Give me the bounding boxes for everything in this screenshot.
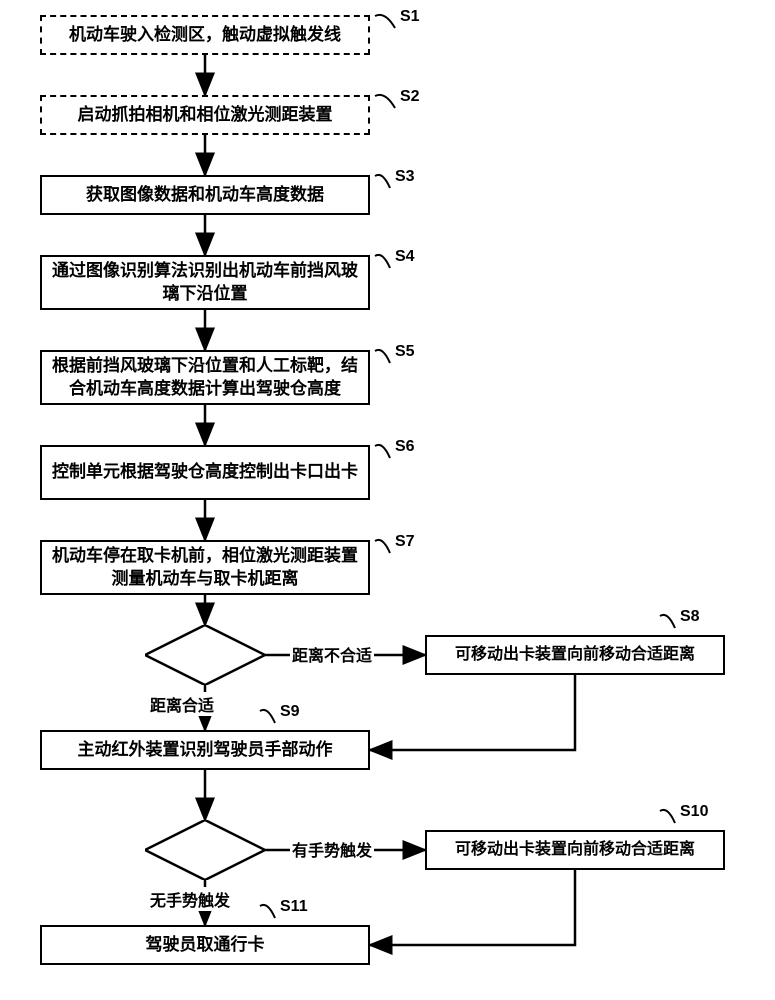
step-label-s4: S4 bbox=[395, 248, 415, 266]
step-s5: 根据前挡风玻璃下沿位置和人工标靶，结合机动车高度数据计算出驾驶仓高度 bbox=[40, 350, 370, 405]
edge-label-e2no: 有手势触发 bbox=[290, 837, 374, 861]
step-s4: 通过图像识别算法识别出机动车前挡风玻璃下沿位置 bbox=[40, 255, 370, 310]
step-s11: 驾驶员取通行卡 bbox=[40, 925, 370, 965]
step-s6: 控制单元根据驾驶仓高度控制出卡口出卡 bbox=[40, 445, 370, 500]
step-label-s5: S5 bbox=[395, 343, 415, 361]
step-text: 机动车驶入检测区，触动虚拟触发线 bbox=[69, 24, 341, 46]
label-leader-7 bbox=[260, 710, 275, 723]
step-s3: 获取图像数据和机动车高度数据 bbox=[40, 175, 370, 215]
polyline-0 bbox=[370, 675, 575, 750]
step-s2: 启动抓拍相机和相位激光测距装置 bbox=[40, 95, 370, 135]
label-leader-8 bbox=[260, 905, 275, 918]
step-s10: 可移动出卡装置向前移动合适距离 bbox=[425, 830, 725, 870]
step-text: 启动抓拍相机和相位激光测距装置 bbox=[78, 104, 333, 126]
step-label-s8: S8 bbox=[680, 608, 700, 626]
label-leader-2 bbox=[375, 175, 390, 188]
step-text: 获取图像数据和机动车高度数据 bbox=[86, 184, 324, 206]
label-leader-4 bbox=[375, 350, 390, 363]
label-leader-5 bbox=[375, 445, 390, 458]
label-leader-6 bbox=[375, 540, 390, 553]
step-text: 根据前挡风玻璃下沿位置和人工标靶，结合机动车高度数据计算出驾驶仓高度 bbox=[50, 355, 360, 399]
step-s9: 主动红外装置识别驾驶员手部动作 bbox=[40, 730, 370, 770]
decision-gesture bbox=[145, 820, 265, 880]
step-label-s3: S3 bbox=[395, 168, 415, 186]
step-text: 通过图像识别算法识别出机动车前挡风玻璃下沿位置 bbox=[50, 260, 360, 304]
step-text: 可移动出卡装置向前移动合适距离 bbox=[455, 645, 695, 666]
label-leader-9 bbox=[660, 615, 675, 628]
label-leader-3 bbox=[375, 255, 390, 268]
polyline-1 bbox=[370, 870, 575, 945]
label-leader-1 bbox=[375, 95, 395, 108]
step-text: 可移动出卡装置向前移动合适距离 bbox=[455, 840, 695, 861]
step-s7: 机动车停在取卡机前，相位激光测距装置测量机动车与取卡机距离 bbox=[40, 540, 370, 595]
edge-label-e1yes: 距离合适 bbox=[148, 692, 216, 716]
edge-label-e2yes: 无手势触发 bbox=[148, 887, 232, 911]
step-label-s6: S6 bbox=[395, 438, 415, 456]
edge-label-e1no: 距离不合适 bbox=[290, 642, 374, 666]
step-label-s7: S7 bbox=[395, 533, 415, 551]
step-s8: 可移动出卡装置向前移动合适距离 bbox=[425, 635, 725, 675]
label-leader-10 bbox=[660, 810, 675, 823]
step-s1: 机动车驶入检测区，触动虚拟触发线 bbox=[40, 15, 370, 55]
step-text: 主动红外装置识别驾驶员手部动作 bbox=[78, 739, 333, 761]
decision-distance bbox=[145, 625, 265, 685]
step-text: 控制单元根据驾驶仓高度控制出卡口出卡 bbox=[52, 461, 358, 483]
step-text: 机动车停在取卡机前，相位激光测距装置测量机动车与取卡机距离 bbox=[50, 545, 360, 589]
step-label-s10: S10 bbox=[680, 803, 708, 821]
step-label-s11: S11 bbox=[280, 898, 308, 916]
step-label-s9: S9 bbox=[280, 703, 300, 721]
step-label-s2: S2 bbox=[400, 88, 420, 106]
label-leader-0 bbox=[375, 15, 395, 28]
step-text: 驾驶员取通行卡 bbox=[146, 934, 265, 956]
step-label-s1: S1 bbox=[400, 8, 420, 26]
